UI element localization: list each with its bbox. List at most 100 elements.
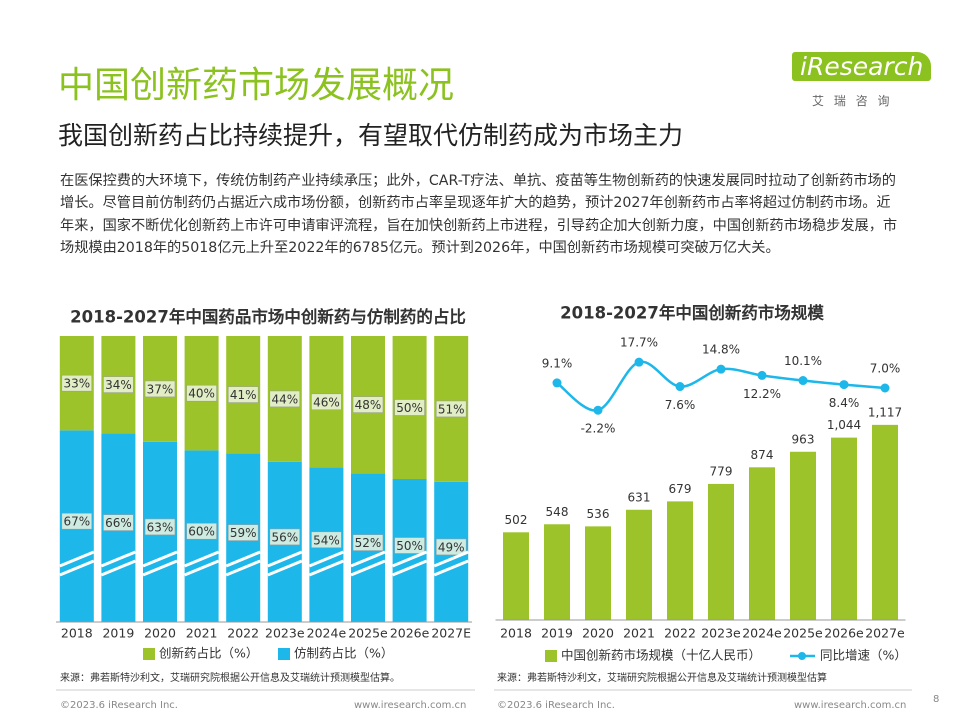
logo-sub: 艾 瑞 咨 询: [812, 94, 893, 108]
data-label: 51%: [438, 402, 465, 416]
footer-copyright: ©2023.6 iResearch Inc.: [497, 700, 615, 711]
axis-break: [433, 559, 469, 577]
x-tick-label: 2018: [500, 626, 532, 641]
data-label: 7.6%: [665, 398, 696, 412]
axis-break: [267, 550, 303, 568]
axis-break: [184, 550, 220, 568]
bar: [749, 467, 775, 620]
chart-title: 2018-2027年中国创新药市场规模: [560, 303, 824, 323]
data-label: 17.7%: [620, 336, 658, 350]
data-label: 33%: [63, 377, 90, 391]
data-label: 631: [628, 490, 651, 504]
label-box: [186, 522, 217, 540]
bar: [708, 483, 734, 620]
axis-break: [100, 550, 136, 568]
axis-break: [392, 559, 428, 577]
label-box: [227, 386, 259, 403]
bar: [503, 532, 529, 620]
data-label: 7.0%: [870, 362, 901, 376]
x-tick-label: 2019: [102, 626, 134, 641]
bar: [626, 509, 652, 620]
label-box: [394, 537, 425, 554]
legend-label: 创新药占比（%）: [159, 646, 258, 661]
x-tick-label: 2019: [541, 626, 573, 641]
data-label: 502: [505, 513, 528, 527]
line-point: [552, 378, 562, 388]
bar: [790, 451, 816, 620]
data-label: 14.8%: [702, 343, 740, 357]
data-label: 48%: [355, 398, 382, 412]
line-point: [798, 376, 808, 386]
data-label: 1,044: [827, 418, 861, 432]
legend-dot: [798, 652, 806, 660]
data-label: 49%: [438, 540, 465, 554]
legend-swatch: [545, 650, 557, 662]
data-label: 66%: [105, 516, 132, 530]
chart-title: 2018-2027年中国药品市场中创新药与仿制药的占比: [70, 307, 466, 327]
legend-label: 中国创新药市场规模（十亿人民币）: [561, 648, 761, 663]
line-point: [593, 405, 603, 415]
axis-break: [142, 559, 178, 577]
data-label: 46%: [313, 395, 340, 409]
footer-url: www.iresearch.com.cn: [354, 700, 467, 711]
x-tick-label: 2021: [186, 626, 218, 641]
label-box: [103, 376, 134, 393]
data-label: 1,117: [868, 405, 902, 419]
label-box: [352, 534, 384, 551]
label-box: [144, 518, 176, 536]
logo: iResearch: [792, 52, 932, 81]
x-tick-label: 2026e: [390, 626, 430, 641]
x-tick-label: 2021: [623, 626, 655, 641]
data-label: 54%: [313, 533, 340, 547]
label-box: [311, 531, 342, 549]
label-box: [352, 396, 384, 413]
axis-break: [225, 550, 261, 568]
page-subtitle: 我国创新药占比持续提升，有望取代仿制药成为市场主力: [58, 121, 684, 150]
label-box: [269, 528, 301, 546]
legend-label: 仿制药占比（%）: [294, 646, 393, 661]
page-number: 8: [933, 694, 940, 705]
bar: [544, 524, 570, 620]
line-point: [880, 383, 890, 393]
axis-break: [267, 559, 303, 577]
axis-break: [59, 559, 95, 577]
data-label: 63%: [147, 520, 174, 534]
label-box: [144, 380, 176, 398]
x-tick-label: 2022: [664, 626, 696, 641]
data-label: 37%: [147, 382, 174, 396]
label-box: [269, 390, 301, 408]
bar: [585, 526, 611, 620]
data-label: 548: [546, 505, 569, 519]
x-tick-label: 2020: [144, 626, 176, 641]
label-box: [394, 399, 425, 416]
data-label: 34%: [105, 378, 132, 392]
data-label: 536: [587, 507, 610, 521]
x-tick-label: 2025e: [783, 626, 823, 641]
body-text: 在医保控费的大环境下，传统仿制药产业持续承压；此外，CAR-T疗法、单抗、疫苗等…: [60, 173, 898, 256]
label-box: [311, 393, 342, 411]
label-box: [227, 524, 259, 541]
axis-break: [59, 550, 95, 568]
label-box: [103, 514, 134, 531]
data-label: 44%: [271, 392, 298, 406]
data-label: 10.1%: [784, 354, 822, 368]
x-tick-label: 2023e: [701, 626, 741, 641]
label-box: [435, 538, 467, 556]
data-label: 40%: [188, 387, 215, 401]
axis-break: [142, 550, 178, 568]
data-label: 963: [792, 432, 815, 446]
x-tick-label: 2022: [227, 626, 259, 641]
footer-copyright: ©2023.6 iResearch Inc.: [60, 700, 178, 711]
axis-break: [392, 550, 428, 568]
data-label: 59%: [230, 526, 257, 540]
data-label: 779: [710, 464, 733, 478]
bar: [831, 437, 857, 620]
x-tick-label: 2018: [61, 626, 93, 641]
data-label: 60%: [188, 525, 215, 539]
axis-break: [225, 559, 261, 577]
x-tick-label: 2024e: [307, 626, 347, 641]
source: 来源：弗若斯特沙利文，艾瑞研究院根据公开信息及艾瑞统计预测模型估算。: [60, 673, 400, 684]
source: 来源：弗若斯特沙利文，艾瑞研究院根据公开信息及艾瑞统计预测模型估算: [497, 673, 827, 684]
x-tick-label: 2027E: [431, 626, 471, 641]
